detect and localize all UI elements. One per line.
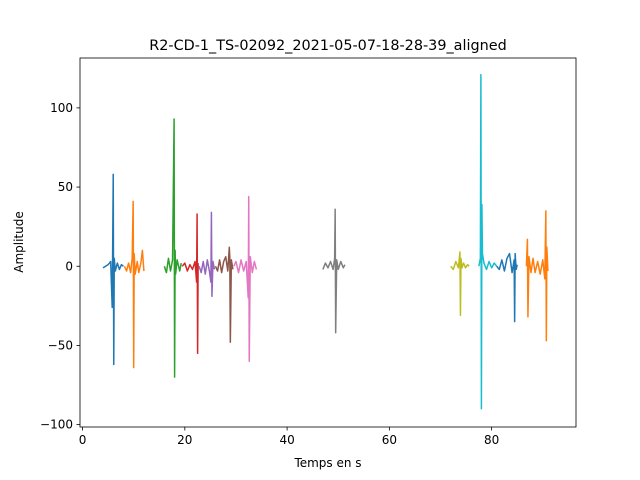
y-tick-label-3: 50	[58, 180, 73, 194]
plot-area	[102, 73, 549, 410]
chart-title: R2-CD-1_TS-02092_2021-05-07-18-28-39_ali…	[149, 38, 507, 54]
y-tick-label-1: −50	[48, 338, 73, 352]
y-tick-label-4: 100	[50, 101, 73, 115]
x-tick-label-4: 80	[484, 433, 499, 447]
axes-frame	[79, 57, 577, 428]
series-line-9	[450, 251, 470, 317]
series-line-2	[123, 200, 145, 369]
x-tick-label-2: 40	[279, 433, 294, 447]
series-line-8	[322, 208, 346, 334]
y-axis: −100 −50 0 50 100	[40, 101, 80, 432]
y-axis-title: Amplitude	[12, 211, 26, 273]
series-line-5	[198, 211, 216, 298]
series-line-11	[496, 252, 518, 323]
series-line-12	[525, 210, 549, 342]
x-tick-label-1: 20	[177, 433, 192, 447]
x-axis-title: Temps en s	[293, 456, 361, 470]
y-tick-label-2: 0	[65, 259, 73, 273]
series-line-1	[102, 173, 124, 366]
series-line-3	[163, 118, 182, 378]
y-tick-label-0: −100	[40, 418, 73, 432]
series-line-6	[214, 246, 234, 344]
x-tick-label-3: 60	[382, 433, 397, 447]
x-tick-label-0: 0	[79, 433, 87, 447]
x-axis: 0 20 40 60 80	[79, 427, 499, 447]
series-line-7	[233, 195, 258, 363]
series-line-10	[478, 73, 498, 410]
series-line-4	[181, 213, 199, 355]
